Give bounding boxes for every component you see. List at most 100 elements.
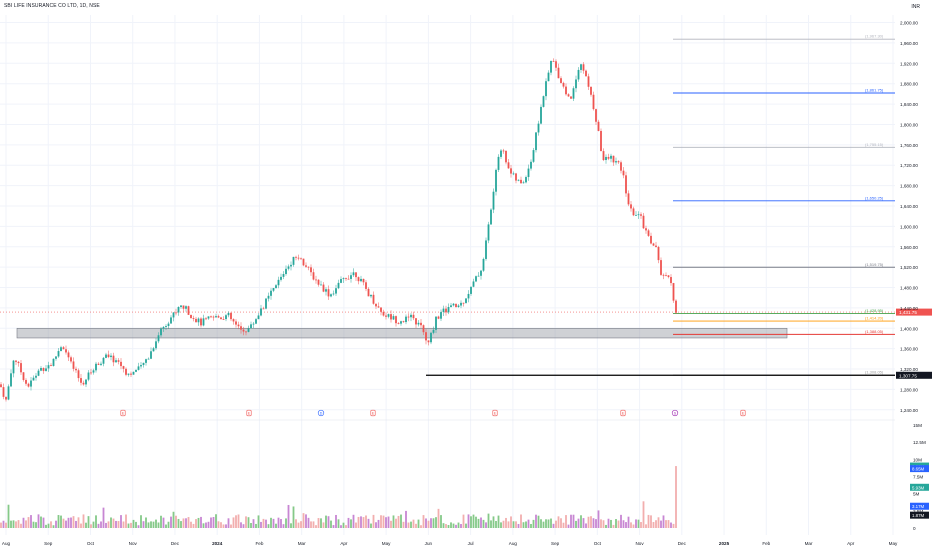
candle-body: [290, 264, 292, 267]
low-price-label: 1,307.75: [899, 373, 917, 378]
price-axis[interactable]: 2,000.00 1,960.00 1,920.00 1,880.00 1,840.00…: [900, 21, 918, 413]
volume-bar: [307, 517, 310, 528]
time-tick-label: Apr: [340, 541, 348, 546]
candle-body: [52, 358, 55, 366]
candle-body: [320, 284, 322, 286]
volume-bar: [352, 514, 355, 528]
candle-body: [280, 276, 282, 280]
candle-body: [250, 324, 252, 329]
candle-body: [430, 332, 432, 343]
candle-body: [272, 288, 275, 291]
price-tick-label: 1,680.00: [900, 184, 918, 189]
volume-bar: [150, 521, 152, 528]
volume-bar: [647, 514, 650, 528]
candle-body: [582, 64, 585, 71]
horizontal-levels[interactable]: (1,967.30) (1,861.75) (1,755.15) (1,650.25)…: [0, 34, 932, 379]
volume-bar: [427, 520, 430, 528]
candle-body: [502, 150, 505, 152]
volume-bar: [257, 515, 260, 528]
time-axis[interactable]: Aug Sep Oct Nov Dec 2024 Feb Mar Apr May Jun Jul Aug…: [2, 541, 898, 546]
volume-bar: [242, 524, 245, 528]
volume-bar: [590, 516, 592, 528]
candle-body: [520, 179, 522, 184]
volume-bar: [115, 520, 117, 528]
candle-body: [332, 293, 335, 295]
candle-body: [275, 285, 277, 289]
earnings-marker: [492, 409, 498, 417]
currency-label[interactable]: INR: [911, 4, 920, 10]
volume-bar: [122, 521, 125, 528]
candle-body: [35, 375, 37, 378]
candle-body: [105, 354, 107, 358]
candle-body: [122, 366, 125, 369]
candle-body: [352, 272, 355, 276]
candle-body: [597, 121, 600, 131]
candle-body: [607, 156, 610, 159]
volume-bar: [155, 519, 157, 528]
volume-bar: [15, 521, 17, 528]
volume-bar: [365, 515, 367, 528]
candle-body: [232, 319, 235, 322]
volume-bar: [90, 524, 92, 528]
candle-body: [657, 247, 660, 261]
volume-bar: [265, 519, 267, 528]
candle-body: [137, 366, 140, 370]
volume-bar: [540, 519, 542, 528]
volume-bar: [637, 519, 640, 528]
candle-body: [287, 266, 290, 269]
candle-body: [675, 300, 677, 313]
volume-bar: [292, 506, 295, 528]
volume-bar: [615, 519, 617, 528]
support-zone[interactable]: [16, 327, 788, 339]
candle-body: [660, 260, 662, 275]
price-tick-label: 1,280.00: [900, 387, 918, 392]
candle-body: [355, 272, 357, 278]
earnings-marker: [120, 409, 126, 417]
candle-body: [545, 81, 547, 97]
candle-body: [580, 64, 582, 70]
candle-body: [665, 275, 667, 277]
candle-body: [350, 275, 352, 279]
volume-bar: [640, 522, 642, 528]
candle-body: [150, 351, 152, 359]
candle-body: [192, 318, 195, 319]
volume-bar: [57, 515, 60, 528]
candle-body: [170, 317, 172, 324]
price-tick-label: 1,920.00: [900, 61, 918, 66]
price-tick-label: 1,320.00: [900, 367, 918, 372]
volume-bar: [235, 515, 237, 528]
volume-bar: [302, 513, 305, 528]
volume-bar: [77, 517, 80, 528]
candle-body: [82, 382, 85, 385]
volume-bar: [582, 518, 585, 528]
candle-body: [40, 367, 42, 371]
volume-bar: [210, 517, 212, 528]
candle-body: [100, 363, 102, 365]
volume-bar: [280, 519, 282, 528]
volume-bar: [97, 523, 100, 528]
price-tick-label: 1,960.00: [900, 41, 918, 46]
time-tick-label: Feb: [762, 541, 770, 546]
candle-body: [527, 168, 530, 178]
volume-bar: [177, 518, 180, 528]
volume-bar: [252, 519, 255, 528]
candle-body: [90, 372, 92, 374]
candle-body: [230, 312, 232, 320]
volume-bar: [445, 524, 447, 528]
volume-bar: [7, 504, 10, 528]
volume-axis[interactable]: 15M12.5M10M7.5M5M2.5M09.02M8.65M5.93M3.1…: [910, 423, 929, 531]
candle-body: [162, 326, 165, 329]
candle-body: [425, 332, 427, 341]
volume-bar: [317, 518, 320, 528]
candle-body: [305, 265, 307, 267]
candle-body: [560, 78, 562, 83]
volume-bar: [575, 520, 577, 528]
volume-bar: [47, 523, 50, 528]
candle-body: [662, 274, 665, 276]
candle-body: [215, 316, 217, 318]
candle-body: [447, 307, 450, 313]
candle-body: [247, 328, 250, 332]
volume-bar: [225, 524, 227, 528]
